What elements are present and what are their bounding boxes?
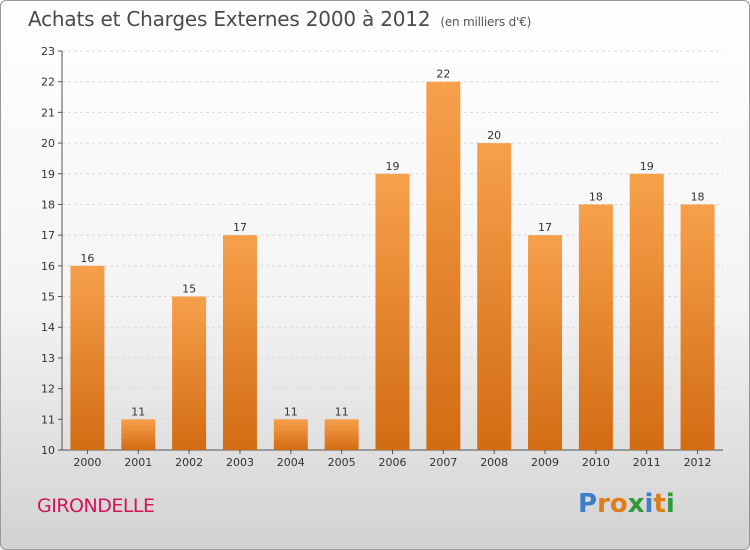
logo-letter: P (578, 489, 598, 519)
y-tick-label: 14 (41, 321, 55, 334)
bar (528, 235, 563, 450)
x-tick-label: 2011 (633, 456, 661, 469)
y-tick-label: 19 (41, 168, 55, 181)
proxiti-logo: Proxiti (578, 489, 675, 519)
bar-value-label: 18 (589, 190, 603, 203)
x-tick-label: 2000 (73, 456, 101, 469)
logo-letter: i (665, 489, 675, 519)
x-tick-label: 2007 (429, 456, 457, 469)
x-tick-label: 2010 (582, 456, 610, 469)
y-tick-label: 11 (41, 413, 55, 426)
y-tick-label: 21 (41, 106, 55, 119)
bar (70, 265, 105, 450)
x-tick-label: 2004 (277, 456, 305, 469)
y-tick-label: 13 (41, 352, 55, 365)
x-tick-label: 2009 (531, 456, 559, 469)
y-tick-label: 16 (41, 260, 55, 273)
logo-letter: o (609, 489, 628, 519)
logo-letter: r (597, 489, 610, 519)
bar (222, 235, 257, 450)
x-tick-label: 2012 (684, 456, 712, 469)
logo-letter: t (653, 489, 666, 519)
bar (578, 204, 613, 450)
bar-value-label: 20 (487, 129, 501, 142)
bar-value-label: 17 (538, 221, 552, 234)
x-tick-label: 2003 (226, 456, 254, 469)
bar-value-label: 11 (335, 405, 349, 418)
y-tick-label: 12 (41, 383, 55, 396)
y-tick-label: 22 (41, 76, 55, 89)
title-unit: (en milliers d'€) (440, 15, 532, 29)
bar (273, 419, 308, 450)
bar (324, 419, 359, 450)
bar-value-label: 22 (436, 68, 450, 81)
x-tick-label: 2006 (379, 456, 407, 469)
bar-value-label: 19 (386, 160, 400, 173)
x-tick-label: 2001 (124, 456, 152, 469)
bar-value-label: 11 (284, 405, 298, 418)
bar-value-label: 18 (691, 190, 705, 203)
bar (121, 419, 156, 450)
bar-value-label: 15 (182, 283, 196, 296)
y-tick-label: 18 (41, 198, 55, 211)
y-tick-label: 15 (41, 291, 55, 304)
bar-value-label: 16 (80, 252, 94, 265)
bars (70, 81, 715, 451)
x-tick-label: 2008 (480, 456, 508, 469)
y-tick-label: 10 (41, 444, 55, 457)
bar-value-label: 11 (131, 405, 145, 418)
x-tick-label: 2005 (328, 456, 356, 469)
bar (477, 143, 512, 451)
logo-letter: x (627, 489, 645, 519)
bar (680, 204, 715, 450)
bar (629, 173, 664, 450)
bar-value-label: 17 (233, 221, 247, 234)
title-text: Achats et Charges Externes 2000 à 2012 (28, 7, 431, 31)
bar (426, 81, 461, 450)
y-tick-label: 17 (41, 229, 55, 242)
chart-title: Achats et Charges Externes 2000 à 2012 (e… (28, 7, 531, 31)
bar (375, 173, 410, 450)
y-tick-label: 23 (41, 45, 55, 58)
bar-value-label: 19 (640, 160, 654, 173)
y-tick-label: 20 (41, 137, 55, 150)
logo-letter: i (644, 489, 654, 519)
commune-name: GIRONDELLE (37, 495, 155, 517)
labels: 16 2000 11 2001 15 2002 17 2003 11 2004 11 2005 19 20… (73, 68, 711, 469)
bar (172, 296, 207, 450)
x-tick-label: 2002 (175, 456, 203, 469)
